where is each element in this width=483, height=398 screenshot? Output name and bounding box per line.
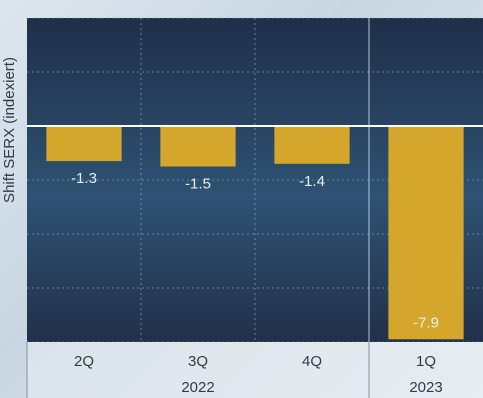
x-axis-band [27, 342, 483, 398]
x-tick-label: 4Q [302, 353, 322, 370]
data-label: -1.4 [299, 173, 325, 190]
data-label: -1.5 [185, 176, 211, 193]
data-label: -7.9 [413, 314, 439, 331]
data-labels: -1.3 -1.5 -1.4 -7.9 [71, 170, 439, 331]
x-group-label: 2022 [181, 379, 214, 396]
x-tick-label: 2Q [74, 353, 94, 370]
bars [46, 126, 464, 340]
bar [274, 126, 350, 164]
x-tick-label: 1Q [416, 353, 436, 370]
y-axis-label: Shift SERX (indexiert) [1, 57, 18, 203]
bar [160, 126, 236, 167]
bar [388, 126, 464, 340]
x-tick-label: 3Q [188, 353, 208, 370]
x-group-label: 2023 [409, 379, 442, 396]
x-axis: 2Q 3Q 4Q 1Q 2022 2023 [26, 342, 483, 398]
bar [46, 126, 122, 162]
data-label: -1.3 [71, 170, 97, 187]
